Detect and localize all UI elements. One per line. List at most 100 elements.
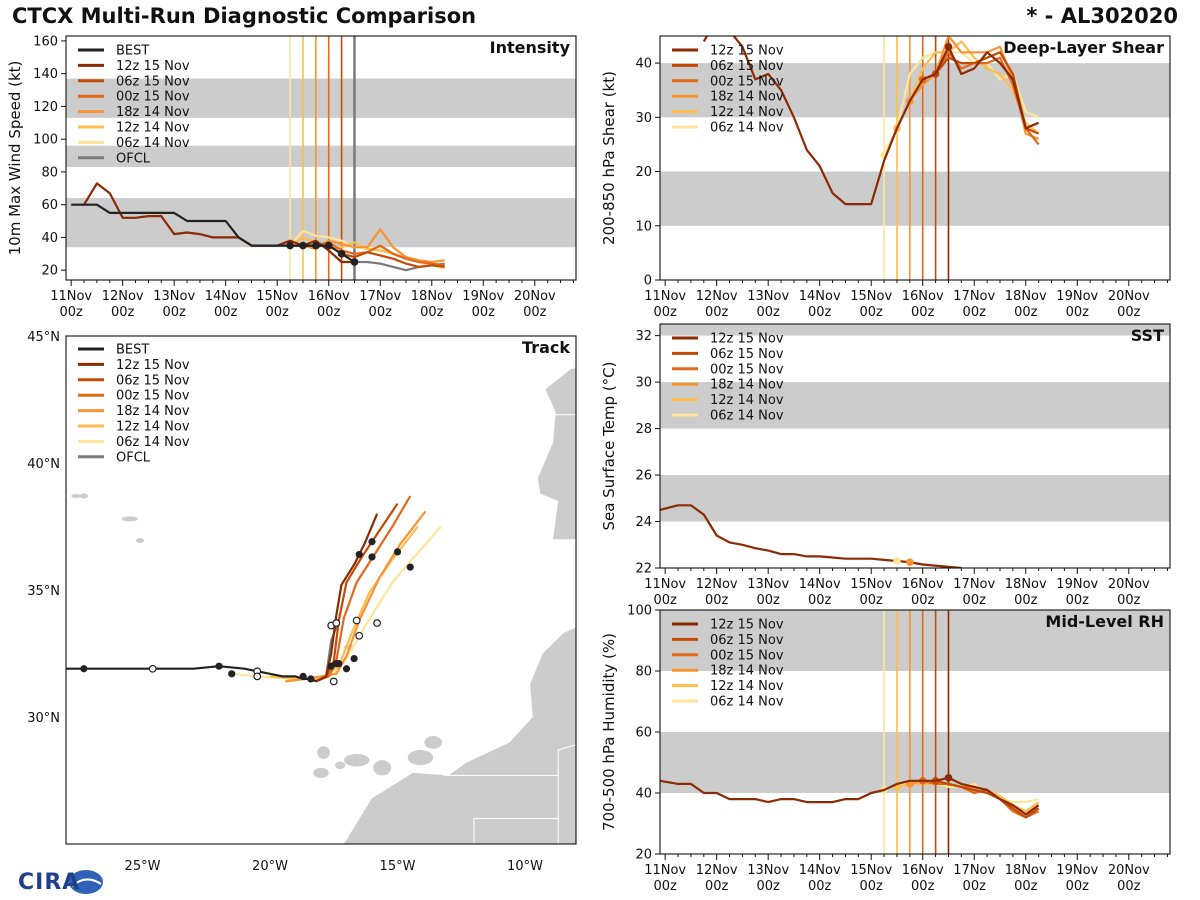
legend-label-00z-15-nov: 00z 15 Nov — [710, 74, 784, 89]
sst-xtick-hour: 00z — [860, 593, 884, 608]
legend-label-18z-14-nov: 18z 14 Nov — [116, 105, 190, 120]
intensity-title: Intensity — [490, 38, 571, 57]
intensity-plot-area — [66, 36, 576, 280]
rh-xtick-hour: 00z — [1066, 879, 1090, 894]
rh-marker-12z-15-nov — [944, 773, 953, 782]
intensity-ytick-label: 160 — [33, 34, 58, 49]
shear-xtick-hour: 00z — [1014, 305, 1038, 320]
border-sahara-east — [473, 818, 559, 844]
intensity-ytick-label: 60 — [41, 198, 58, 213]
intensity-xtick-hour: 00z — [420, 305, 444, 320]
rh-xtick-day: 20Nov — [1108, 863, 1150, 878]
legend-label-12z-15-nov: 12z 15 Nov — [116, 358, 190, 373]
shear-plot-area — [660, 36, 1170, 280]
intensity-series-best — [71, 203, 356, 263]
track-point-filled-best — [307, 675, 315, 683]
sst-marker-06z-14-nov — [893, 557, 901, 565]
legend-label-00z-15-nov: 00z 15 Nov — [710, 648, 784, 663]
shear-xtick-day: 20Nov — [1108, 289, 1150, 304]
azores-island-1 — [52, 499, 60, 504]
shear-xtick-hour: 00z — [808, 305, 832, 320]
legend-label-12z-15-nov: 12z 15 Nov — [116, 59, 190, 74]
rh-title: Mid-Level RH — [1045, 612, 1164, 631]
sst-xtick-day: 13Nov — [747, 577, 789, 592]
shear-title: Deep-Layer Shear — [1003, 38, 1164, 57]
legend-label-06z-14-nov: 06z 14 Nov — [116, 435, 190, 450]
shear-xtick-day: 16Nov — [902, 289, 944, 304]
canary-island-6 — [424, 736, 443, 749]
azores-island-west — [71, 494, 82, 499]
track-point-hollow-ofcl — [332, 619, 341, 627]
intensity-xtick-hour: 00z — [369, 305, 393, 320]
rh-series-12z-15-nov — [660, 776, 1040, 816]
canary-island-4 — [373, 760, 392, 776]
legend-label-06z-14-nov: 06z 14 Nov — [710, 695, 784, 710]
track-line-best — [66, 665, 317, 683]
logo-satellite-shape — [69, 870, 103, 894]
legend-label-best: BEST — [116, 44, 149, 59]
intensity-xtick-hour: 00z — [59, 305, 83, 320]
legend-label-00z-15-nov: 00z 15 Nov — [710, 362, 784, 377]
legend-label-06z-14-nov: 06z 14 Nov — [116, 136, 190, 151]
intensity-xtick-hour: 00z — [317, 305, 341, 320]
rh-xtick-day: 13Nov — [747, 863, 789, 878]
track-point-filled-06z-15-nov — [368, 538, 376, 546]
shear-xtick-hour: 00z — [1117, 305, 1141, 320]
canary-island-2 — [335, 761, 346, 770]
legend-label-06z-15-nov: 06z 15 Nov — [710, 633, 784, 648]
legend-label-12z-15-nov: 12z 15 Nov — [710, 44, 784, 59]
border-morocco-sahara — [443, 744, 576, 776]
shear-xtick-hour: 00z — [860, 305, 884, 320]
shear-marker-12z-15-nov — [944, 43, 953, 51]
shear-xtick-day: 15Nov — [850, 289, 892, 304]
track-point-filled-12z-14-nov — [406, 563, 414, 571]
shear-frame — [659, 35, 1171, 281]
sst-frame — [659, 323, 1171, 569]
legend-label-12z-15-nov: 12z 15 Nov — [710, 618, 784, 633]
shear-xtick-hour: 00z — [756, 305, 780, 320]
sst-band-1 — [660, 382, 1170, 429]
intensity-ylabel: 10m Max Wind Speed (kt) — [6, 61, 24, 256]
rh-ytick-label: 60 — [635, 726, 652, 741]
track-ytick-label: 30°N — [27, 711, 60, 726]
shear-xtick-hour: 00z — [963, 305, 987, 320]
shear-xtick-hour: 00z — [705, 305, 729, 320]
rh-xtick-day: 12Nov — [696, 863, 738, 878]
intensity-ytick-label: 100 — [33, 133, 58, 148]
intensity-xtick-day: 11Nov — [50, 289, 92, 304]
intensity-marker-best — [350, 258, 359, 266]
intensity-xtick-hour: 00z — [472, 305, 496, 320]
legend-label-00z-15-nov: 00z 15 Nov — [116, 90, 190, 105]
sst-xtick-day: 12Nov — [696, 577, 738, 592]
intensity-marker-best — [286, 241, 294, 250]
track-ytick-label: 35°N — [27, 584, 60, 599]
legend-label-12z-14-nov: 12z 14 Nov — [116, 121, 190, 136]
sst-ytick-label: 26 — [635, 469, 652, 484]
track-point-filled-06z-14-nov — [228, 670, 236, 678]
intensity-xtick-hour: 00z — [111, 305, 135, 320]
shear-xtick-hour: 00z — [1066, 305, 1090, 320]
track-point-hollow-06z-14-nov — [355, 631, 364, 640]
legend-label-06z-15-nov: 06z 15 Nov — [116, 373, 190, 388]
legend-label-00z-15-nov: 00z 15 Nov — [116, 389, 190, 404]
intensity-xtick-day: 15Nov — [256, 289, 298, 304]
sst-xtick-hour: 00z — [963, 593, 987, 608]
rh-band-1 — [660, 610, 1170, 671]
sst-title: SST — [1131, 326, 1164, 345]
canary-island-0 — [313, 767, 329, 778]
track-point-filled-12z-15-nov — [355, 550, 363, 559]
shear-xtick-day: 17Nov — [953, 289, 995, 304]
rh-ytick-label: 100 — [627, 604, 652, 619]
sst-xtick-day: 20Nov — [1108, 577, 1150, 592]
rh-plot-area — [660, 610, 1170, 854]
sst-ytick-label: 28 — [635, 422, 652, 437]
sst-xtick-hour: 00z — [911, 593, 935, 608]
rh-ytick-label: 80 — [635, 665, 652, 680]
rh-xtick-hour: 00z — [911, 879, 935, 894]
intensity-frame — [65, 35, 577, 281]
sst-xtick-hour: 00z — [1117, 593, 1141, 608]
track-panel: 25°W 20°W 15°W 10°W 30°N 35°N 40°N 45°N Track BES… — [27, 330, 577, 874]
shear-ytick-label: 10 — [635, 219, 652, 234]
shear-xtick-day: 18Nov — [1005, 289, 1047, 304]
sst-ytick-label: 22 — [635, 562, 652, 577]
